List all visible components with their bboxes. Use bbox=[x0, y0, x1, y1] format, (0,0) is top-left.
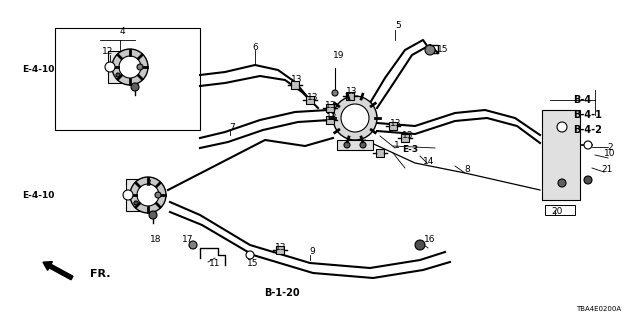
Text: B-4-2: B-4-2 bbox=[573, 125, 602, 135]
Bar bbox=[401, 134, 409, 142]
Text: TBA4E0200A: TBA4E0200A bbox=[575, 306, 621, 312]
Circle shape bbox=[584, 141, 592, 149]
Text: 15: 15 bbox=[247, 259, 259, 268]
Text: 13: 13 bbox=[307, 92, 319, 101]
Circle shape bbox=[425, 45, 435, 55]
Circle shape bbox=[246, 251, 254, 259]
Text: 13: 13 bbox=[346, 87, 358, 97]
Circle shape bbox=[332, 90, 338, 96]
Text: 13: 13 bbox=[291, 76, 303, 84]
Circle shape bbox=[341, 104, 369, 132]
Circle shape bbox=[585, 177, 591, 183]
Bar bbox=[126, 179, 148, 211]
Text: E-4-10: E-4-10 bbox=[22, 66, 54, 75]
Circle shape bbox=[119, 56, 141, 78]
Text: 13: 13 bbox=[325, 100, 337, 109]
Text: 6: 6 bbox=[252, 44, 258, 52]
Text: 16: 16 bbox=[424, 236, 436, 244]
Text: 11: 11 bbox=[209, 260, 221, 268]
Text: 9: 9 bbox=[309, 247, 315, 257]
Text: 17: 17 bbox=[182, 236, 194, 244]
Text: 18: 18 bbox=[150, 236, 162, 244]
Text: 21: 21 bbox=[602, 165, 612, 174]
Text: 13: 13 bbox=[275, 244, 287, 252]
Text: 2: 2 bbox=[607, 142, 613, 151]
Bar bbox=[337, 140, 373, 150]
Bar bbox=[276, 246, 284, 254]
Circle shape bbox=[333, 96, 377, 140]
Circle shape bbox=[415, 240, 425, 250]
Circle shape bbox=[130, 177, 166, 213]
Text: 13: 13 bbox=[403, 132, 413, 140]
Circle shape bbox=[189, 241, 197, 249]
Text: 12: 12 bbox=[102, 47, 114, 57]
Text: 5: 5 bbox=[395, 20, 401, 29]
Text: 4: 4 bbox=[119, 28, 125, 36]
Circle shape bbox=[105, 62, 115, 72]
Text: 10: 10 bbox=[604, 148, 616, 157]
Circle shape bbox=[155, 192, 161, 198]
Bar bbox=[55, 28, 200, 130]
Bar bbox=[545, 205, 575, 215]
Circle shape bbox=[116, 73, 120, 77]
Circle shape bbox=[344, 142, 350, 148]
Circle shape bbox=[557, 122, 567, 132]
Circle shape bbox=[558, 179, 566, 187]
Bar bbox=[326, 116, 334, 124]
Circle shape bbox=[123, 190, 133, 200]
Text: 13: 13 bbox=[390, 118, 402, 127]
Text: E-4-10: E-4-10 bbox=[22, 190, 54, 199]
Text: 3: 3 bbox=[145, 179, 151, 188]
Text: FR.: FR. bbox=[90, 269, 111, 279]
Bar bbox=[291, 81, 299, 89]
Circle shape bbox=[134, 201, 138, 205]
Circle shape bbox=[112, 49, 148, 85]
Bar bbox=[108, 51, 130, 83]
Bar bbox=[346, 92, 354, 100]
Bar bbox=[389, 122, 397, 130]
Circle shape bbox=[131, 83, 139, 91]
Text: 14: 14 bbox=[423, 156, 435, 165]
Text: 8: 8 bbox=[464, 165, 470, 174]
Text: 15: 15 bbox=[437, 45, 449, 54]
Text: 20: 20 bbox=[551, 207, 563, 217]
Text: 19: 19 bbox=[333, 51, 345, 60]
Bar bbox=[326, 104, 334, 112]
Text: 1: 1 bbox=[394, 141, 400, 150]
Circle shape bbox=[584, 176, 592, 184]
Circle shape bbox=[149, 211, 157, 219]
Text: E-3: E-3 bbox=[402, 146, 418, 155]
Circle shape bbox=[137, 184, 159, 206]
Bar bbox=[376, 149, 384, 157]
FancyArrow shape bbox=[43, 262, 73, 280]
Circle shape bbox=[137, 64, 143, 70]
Text: B-1-20: B-1-20 bbox=[264, 288, 300, 298]
Bar bbox=[306, 96, 314, 104]
Circle shape bbox=[360, 142, 366, 148]
Text: 7: 7 bbox=[229, 124, 235, 132]
Text: B-4-1: B-4-1 bbox=[573, 110, 602, 120]
Text: B-4: B-4 bbox=[573, 95, 591, 105]
Text: 13: 13 bbox=[326, 114, 338, 123]
Bar bbox=[542, 110, 580, 200]
